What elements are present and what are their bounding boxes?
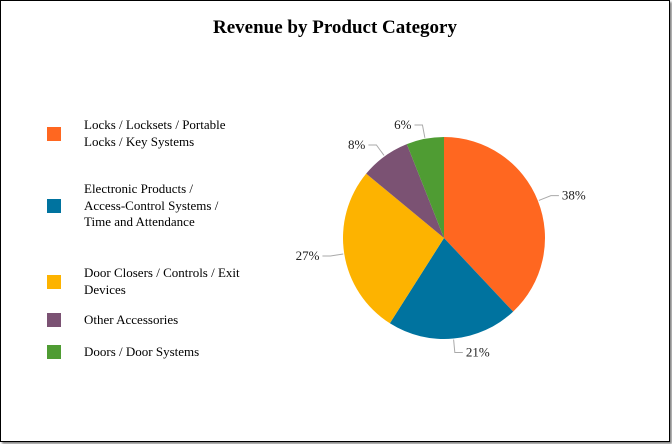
chart-title: Revenue by Product Category bbox=[213, 17, 457, 38]
leader-line bbox=[368, 144, 385, 156]
legend-label: Doors / Door Systems bbox=[84, 344, 200, 359]
leader-line bbox=[538, 195, 559, 201]
legend-swatch bbox=[47, 345, 61, 360]
legend-swatch bbox=[47, 126, 61, 141]
data-label: 21% bbox=[466, 344, 490, 359]
leader-line bbox=[453, 339, 463, 353]
data-label: 6% bbox=[394, 117, 412, 132]
leader-line bbox=[322, 253, 344, 257]
pie-slice bbox=[406, 137, 444, 238]
leader-line bbox=[414, 124, 426, 138]
pie-slice bbox=[366, 144, 444, 238]
pie-slice bbox=[343, 173, 444, 324]
legend-item-electronic: Electronic Products / Access-Control Sys… bbox=[47, 181, 234, 231]
legend-label: Door Closers / Controls / Exit Devices bbox=[84, 265, 240, 297]
data-label: 38% bbox=[562, 188, 586, 203]
legend-item-other: Other Accessories bbox=[47, 312, 244, 329]
legend-label: Locks / Locksets / Portable Locks / Key … bbox=[84, 117, 226, 149]
pie-slice bbox=[444, 137, 545, 312]
legend-item-locks: Locks / Locksets / Portable Locks / Key … bbox=[47, 117, 244, 150]
legend-swatch bbox=[47, 313, 61, 328]
legend-item-doors: Doors / Door Systems bbox=[47, 344, 244, 361]
legend-item-door-closers: Door Closers / Controls / Exit Devices bbox=[47, 265, 244, 298]
data-label: 8% bbox=[348, 137, 366, 152]
pie-slice bbox=[389, 238, 514, 339]
legend-swatch bbox=[47, 198, 61, 213]
legend-label: Other Accessories bbox=[84, 312, 179, 327]
legend-label: Electronic Products / Access-Control Sys… bbox=[84, 181, 219, 229]
legend-swatch bbox=[47, 274, 61, 289]
data-label: 27% bbox=[296, 248, 320, 263]
